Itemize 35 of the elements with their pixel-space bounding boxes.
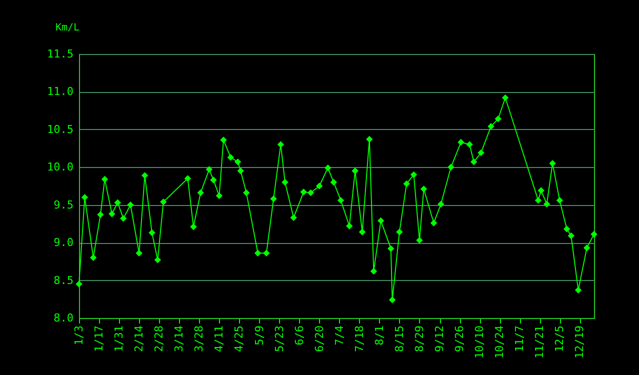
y-tick-label: 9.0 xyxy=(54,236,74,250)
x-tick-label: 5/9 xyxy=(252,326,266,346)
x-tick-label: 10/10 xyxy=(473,326,486,359)
y-tick-label: 10.5 xyxy=(47,122,74,136)
x-tick-label: 8/29 xyxy=(412,326,426,352)
x-tick-label: 6/20 xyxy=(312,326,326,352)
x-tick-label: 8/1 xyxy=(372,326,386,346)
y-tick-label: 11.0 xyxy=(47,85,74,98)
y-tick-label: 10.0 xyxy=(47,160,74,174)
y-tick-label: 8.5 xyxy=(54,274,74,287)
y-tick-label: 8.0 xyxy=(54,312,74,324)
x-tick-label: 5/23 xyxy=(272,326,286,352)
y-axis-title: Km/L xyxy=(56,22,80,34)
x-tick-label: 4/25 xyxy=(232,326,246,352)
x-tick-label: 10/24 xyxy=(493,325,506,359)
x-tick-label: 7/4 xyxy=(332,325,346,346)
x-tick-label: 9/26 xyxy=(453,326,466,352)
x-tick-label: 12/5 xyxy=(553,326,566,352)
x-tick-label: 3/14 xyxy=(172,325,186,352)
x-tick-label: 1/31 xyxy=(112,326,126,352)
x-tick-label: 7/18 xyxy=(352,326,366,352)
x-tick-label: 2/28 xyxy=(152,326,166,352)
x-tick-label: 4/11 xyxy=(212,326,226,352)
x-tick-label: 8/15 xyxy=(392,326,406,352)
y-tick-label: 9.5 xyxy=(54,198,74,212)
x-tick-label: 1/17 xyxy=(92,326,106,352)
x-tick-label: 2/14 xyxy=(132,325,146,352)
y-tick-label: 11.5 xyxy=(47,48,74,60)
x-tick-label: 11/7 xyxy=(513,326,526,352)
x-tick-label: 3/28 xyxy=(192,326,206,352)
x-tick-label: 1/3 xyxy=(72,326,86,346)
x-tick-label: 11/21 xyxy=(533,326,546,359)
x-tick-label: 6/6 xyxy=(292,326,306,346)
x-tick-label: 12/19 xyxy=(573,326,586,359)
x-tick-label: 9/12 xyxy=(433,326,446,352)
